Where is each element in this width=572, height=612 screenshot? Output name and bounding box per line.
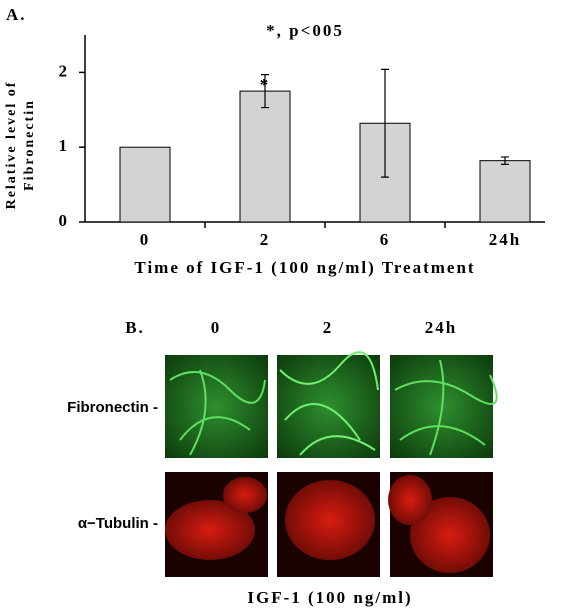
y-label: Fibronectin xyxy=(22,99,37,191)
bar xyxy=(239,90,291,223)
error-bar xyxy=(501,156,509,166)
row-label: Fibronectin - xyxy=(67,399,158,416)
annotation: *, p<005 xyxy=(266,21,344,40)
error-bar xyxy=(381,68,389,178)
x-label: Time of IGF-1 (100 ng/ml) Treatment xyxy=(134,258,475,277)
panel-label: A. xyxy=(6,5,27,24)
x-tick-label: 24h xyxy=(489,230,521,249)
panel-label: B. xyxy=(125,318,145,337)
bar xyxy=(479,160,531,223)
x-tick-label: 2 xyxy=(260,230,271,249)
column-label: 24h xyxy=(425,318,457,337)
bar xyxy=(119,146,171,223)
x-tick-label: 6 xyxy=(380,230,391,249)
y-tick-label: 1 xyxy=(59,136,70,155)
x-tick-label: 0 xyxy=(140,230,151,249)
column-label: 0 xyxy=(211,318,222,337)
column-label: 2 xyxy=(323,318,334,337)
row-label: α−Tubulin - xyxy=(78,515,158,532)
x-label: IGF-1 (100 ng/ml) xyxy=(247,588,412,607)
y-tick-label: 2 xyxy=(59,61,70,80)
y-label: Relative level of xyxy=(4,81,19,210)
micrographs xyxy=(165,351,498,577)
error-bar xyxy=(261,74,269,109)
y-tick-label: 0 xyxy=(59,211,70,230)
significance-marker: * xyxy=(260,75,271,94)
